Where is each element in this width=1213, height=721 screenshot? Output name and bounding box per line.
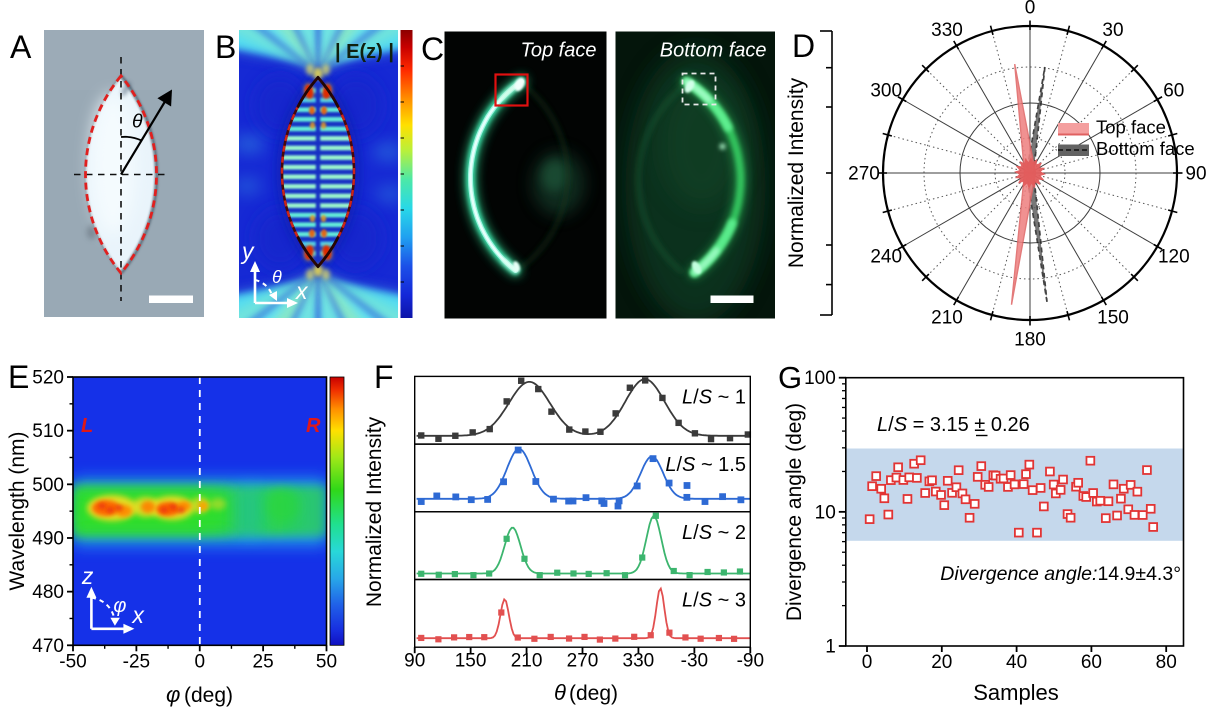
svg-text:30: 30 xyxy=(1102,20,1123,41)
svg-text:240: 240 xyxy=(870,247,902,268)
svg-text:-30: -30 xyxy=(681,651,708,672)
svg-text:90: 90 xyxy=(1185,164,1206,185)
svg-text:A: A xyxy=(10,29,32,65)
svg-text:Divergence angle (deg): Divergence angle (deg) xyxy=(783,403,806,621)
svg-text:C: C xyxy=(421,31,444,67)
svg-text:L/S ~ 2: L/S ~ 2 xyxy=(682,522,746,544)
svg-text:330: 330 xyxy=(931,20,963,41)
svg-text:0: 0 xyxy=(1025,0,1036,19)
svg-text:500: 500 xyxy=(32,475,64,496)
svg-text:x: x xyxy=(295,278,309,304)
svg-text:R: R xyxy=(306,415,321,437)
svg-text:| E(z) |: | E(z) | xyxy=(335,41,394,63)
svg-text:x: x xyxy=(131,602,145,628)
svg-text:θ: θ xyxy=(132,111,143,133)
svg-text:Divergence angle:14.9±4.3°: Divergence angle:14.9±4.3° xyxy=(940,563,1181,585)
svg-text:210: 210 xyxy=(931,308,963,329)
svg-text:480: 480 xyxy=(32,582,64,603)
svg-text:G: G xyxy=(778,360,802,395)
svg-text:θ: θ xyxy=(554,680,566,705)
svg-text:210: 210 xyxy=(511,651,543,672)
svg-text:φ: φ xyxy=(113,595,126,617)
svg-text:F: F xyxy=(374,359,394,395)
svg-text:Normalized Intensity: Normalized Intensity xyxy=(363,416,386,607)
svg-text:60: 60 xyxy=(1081,652,1102,673)
svg-text:(deg): (deg) xyxy=(569,682,618,705)
svg-text:Bottom face: Bottom face xyxy=(1096,138,1195,159)
svg-text:Normalized Intensity: Normalized Intensity xyxy=(785,77,808,268)
svg-text:L/S ~ 1.5: L/S ~ 1.5 xyxy=(665,454,746,476)
svg-text:y: y xyxy=(240,238,255,264)
svg-text:50: 50 xyxy=(316,651,337,672)
svg-text:120: 120 xyxy=(1158,247,1190,268)
svg-text:520: 520 xyxy=(32,368,64,389)
svg-text:150: 150 xyxy=(455,651,487,672)
svg-text:270: 270 xyxy=(567,651,599,672)
svg-text:L/S ~ 3: L/S ~ 3 xyxy=(682,590,746,612)
svg-text:80: 80 xyxy=(1156,652,1177,673)
svg-text:(deg): (deg) xyxy=(184,684,233,707)
svg-text:-50: -50 xyxy=(59,651,86,672)
svg-text:z: z xyxy=(81,563,94,589)
svg-text:10: 10 xyxy=(815,502,836,523)
svg-text:490: 490 xyxy=(32,529,64,550)
svg-text:300: 300 xyxy=(870,81,902,102)
svg-text:θ: θ xyxy=(272,267,282,287)
svg-text:90: 90 xyxy=(404,651,425,672)
svg-text:Wavelength (nm): Wavelength (nm) xyxy=(6,431,29,590)
svg-text:L: L xyxy=(81,415,93,437)
svg-text:0: 0 xyxy=(862,652,873,673)
svg-text:20: 20 xyxy=(931,652,952,673)
svg-text:-90: -90 xyxy=(737,651,764,672)
svg-text:Top face: Top face xyxy=(521,40,597,62)
svg-text:60: 60 xyxy=(1163,81,1184,102)
svg-text:Bottom face: Bottom face xyxy=(660,40,767,62)
svg-text:40: 40 xyxy=(1006,652,1027,673)
svg-text:Samples: Samples xyxy=(973,680,1059,705)
svg-text:E: E xyxy=(8,359,29,395)
svg-text:-25: -25 xyxy=(123,651,150,672)
svg-text:B: B xyxy=(215,29,236,65)
svg-text:1: 1 xyxy=(825,637,836,658)
svg-text:25: 25 xyxy=(253,651,274,672)
svg-text:L/S = 3.15 ± 0.26: L/S = 3.15 ± 0.26 xyxy=(877,414,1030,436)
svg-text:100: 100 xyxy=(804,368,836,389)
svg-text:Top face: Top face xyxy=(1096,117,1166,138)
svg-text:510: 510 xyxy=(32,421,64,442)
svg-text:330: 330 xyxy=(623,651,655,672)
svg-text:D: D xyxy=(792,28,815,64)
svg-text:L/S ~ 1: L/S ~ 1 xyxy=(682,386,746,408)
svg-text:470: 470 xyxy=(32,636,64,657)
svg-text:150: 150 xyxy=(1097,308,1129,329)
svg-text:0: 0 xyxy=(195,651,206,672)
svg-text:270: 270 xyxy=(848,164,880,185)
svg-text:φ: φ xyxy=(166,682,180,707)
svg-text:180: 180 xyxy=(1014,330,1046,351)
